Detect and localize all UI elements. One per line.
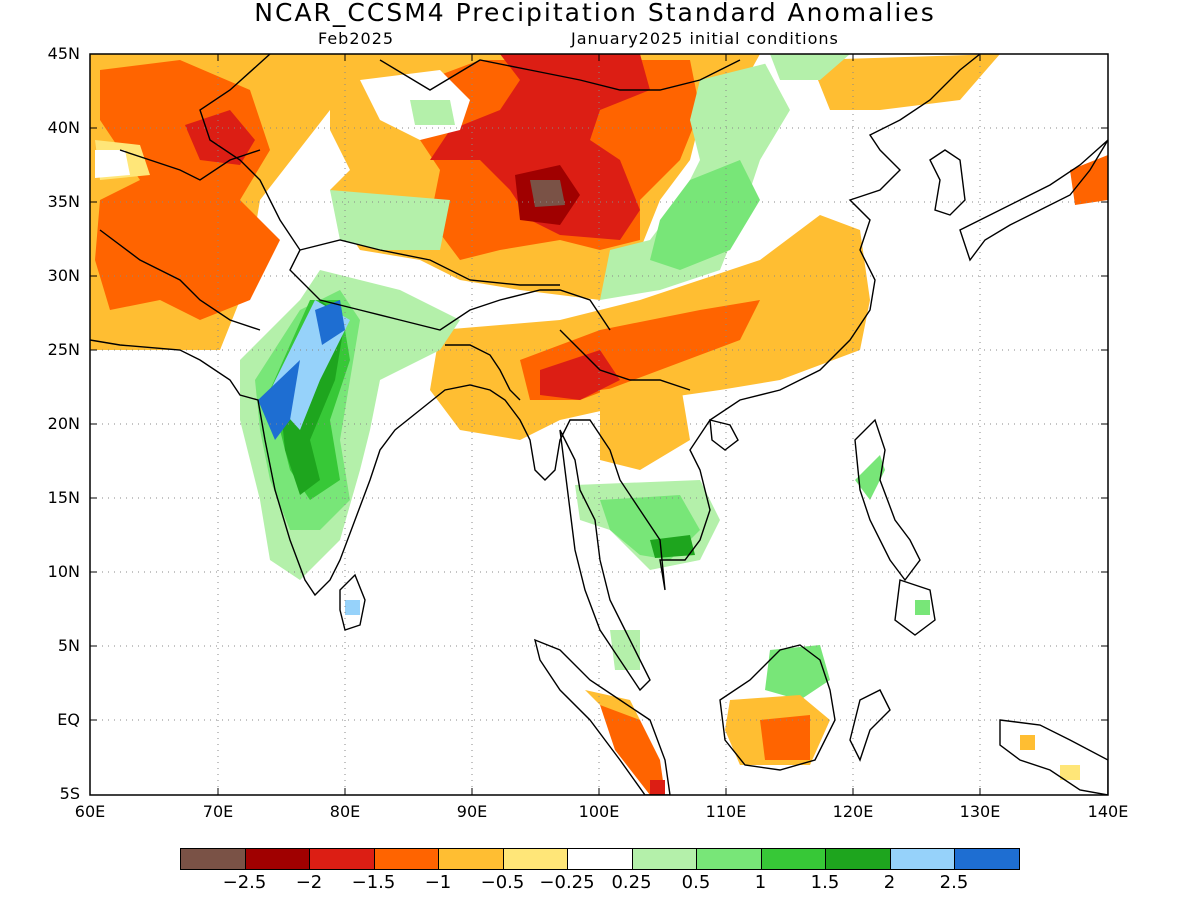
legend-swatch xyxy=(438,848,504,870)
x-tick-90e: 90E xyxy=(456,802,488,821)
x-tick-70e: 70E xyxy=(202,802,234,821)
legend-swatch xyxy=(825,848,891,870)
anomaly-field-borneo-green xyxy=(765,645,830,700)
y-tick-30n: 30N xyxy=(47,266,80,285)
anomaly-field-borneo-orange xyxy=(760,715,810,760)
legend-swatch xyxy=(696,848,762,870)
legend-label: 1 xyxy=(754,872,767,893)
legend-swatch xyxy=(631,848,697,870)
legend-swatch xyxy=(954,848,1020,870)
x-tick-100e: 100E xyxy=(578,802,620,821)
anomaly-field-laos-yellow xyxy=(600,380,690,470)
anomaly-field-mindanao-green xyxy=(915,600,930,615)
anomaly-field-philippines-green xyxy=(855,455,885,500)
legend-swatch xyxy=(889,848,955,870)
anomaly-field-ne-yellow xyxy=(810,54,1000,110)
y-tick-45n: 45N xyxy=(47,44,80,63)
x-tick-130e: 130E xyxy=(959,802,1001,821)
y-tick-10n: 10N xyxy=(47,562,80,581)
y-tick-25n: 25N xyxy=(47,340,80,359)
y-tick-20n: 20N xyxy=(47,414,80,433)
chart-title: NCAR_CCSM4 Precipitation Standard Anomal… xyxy=(254,0,936,27)
anomaly-field-india-blue xyxy=(258,360,300,440)
legend-swatch xyxy=(373,848,439,870)
y-tick-5n: 5N xyxy=(57,636,80,655)
legend-label: −0.25 xyxy=(539,872,595,893)
anomaly-field-sumatra-red xyxy=(650,780,665,795)
legend-label: 0.5 xyxy=(681,872,711,893)
anomaly-field-japan-orange xyxy=(1070,155,1108,205)
x-tick-80e: 80E xyxy=(329,802,361,821)
anomaly-field-ne-white xyxy=(760,54,1108,380)
anomaly-field-newguinea-yellow-east xyxy=(1060,765,1080,780)
anomaly-field-sumatra-yellow xyxy=(585,690,640,720)
coastlines xyxy=(90,54,1108,795)
anomaly-field-china-red xyxy=(430,54,650,240)
legend-swatch xyxy=(244,848,310,870)
legend-label: 2.5 xyxy=(939,872,969,893)
y-tick-eq: EQ xyxy=(57,710,80,729)
legend-label: −2.5 xyxy=(222,872,267,893)
legend-label: −2 xyxy=(295,872,323,893)
legend-label: −1 xyxy=(424,872,452,893)
tick-marks xyxy=(90,53,1108,796)
anomaly-field-tibet-brown xyxy=(530,180,565,207)
legend-label: 2 xyxy=(883,872,896,893)
anomaly-field-sumatra-orange xyxy=(600,705,665,795)
x-tick-60e: 60E xyxy=(74,802,106,821)
x-tick-120e: 120E xyxy=(832,802,874,821)
anomaly-fields xyxy=(90,54,1108,795)
anomaly-field-china-green xyxy=(650,160,760,270)
anomaly-field-iran-white xyxy=(95,150,130,178)
legend-label: −0.5 xyxy=(480,872,525,893)
anomaly-field-ne-green xyxy=(770,54,850,80)
legend-label: 0.25 xyxy=(611,872,652,893)
legend-swatch xyxy=(502,848,568,870)
legend-swatch xyxy=(760,848,826,870)
y-tick-35n: 35N xyxy=(47,192,80,211)
x-tick-140e: 140E xyxy=(1087,802,1129,821)
anomaly-field-tibet-green xyxy=(330,190,450,250)
init-conditions: January2025 initial conditions xyxy=(571,29,839,48)
legend-swatch xyxy=(309,848,375,870)
legend-swatch xyxy=(567,848,633,870)
anomaly-field-xinjiang-green xyxy=(410,100,455,125)
y-tick-15n: 15N xyxy=(47,488,80,507)
legend-swatch xyxy=(180,848,246,870)
anomaly-field-malaya-green xyxy=(610,630,640,670)
legend-label: 1.5 xyxy=(810,872,840,893)
legend-label: −1.5 xyxy=(351,872,396,893)
y-tick-40n: 40N xyxy=(47,118,80,137)
anomaly-field-india-blue-north xyxy=(315,300,345,345)
anomaly-field-srilanka-blue xyxy=(345,600,360,615)
anomaly-field-newguinea-yellow xyxy=(1020,735,1035,750)
x-tick-110e: 110E xyxy=(705,802,747,821)
y-tick-5s: 5S xyxy=(59,784,80,803)
anomaly-field-pakistan-dark xyxy=(185,110,255,165)
anomaly-field-myanmar-red xyxy=(540,350,620,400)
target-month: Feb2025 xyxy=(318,29,395,48)
